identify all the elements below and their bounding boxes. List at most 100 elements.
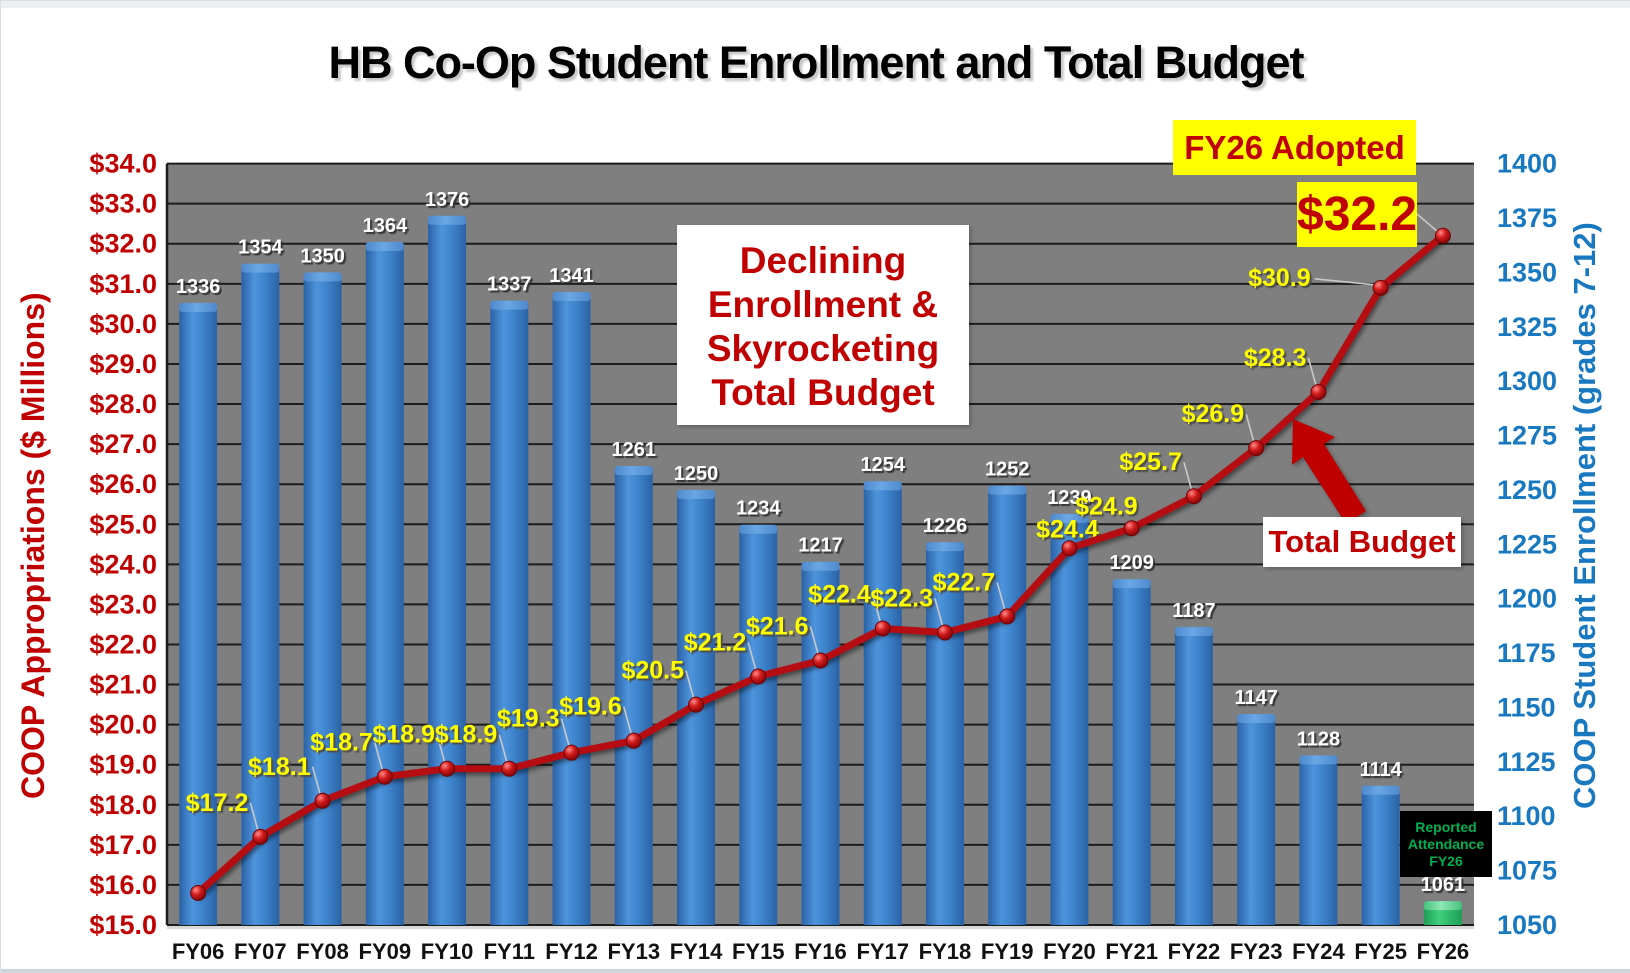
right-axis-ticks: 1050 1075 1100 1125 1150 1175 1200 1225 1250 1275… — [1497, 149, 1557, 940]
marker-FY26 — [1434, 227, 1451, 244]
bar-FY11 — [490, 304, 529, 926]
bar-label-FY22: 1187 — [1172, 600, 1215, 622]
left-tick-label: $18.0 — [89, 790, 157, 820]
budget-label-FY10: $18.9 — [373, 721, 436, 749]
marker-FY19 — [999, 608, 1016, 625]
left-tick-label: $28.0 — [89, 389, 157, 419]
left-axis-ticks: $15.0 $16.0 $17.0 $18.0 $19.0 $20.0 $21.0 $22.0… — [89, 149, 157, 940]
marker-FY24 — [1310, 384, 1327, 401]
bar-label-FY16: 1217 — [798, 535, 843, 557]
x-tick-label: FY19 — [981, 939, 1034, 964]
window-edge-top — [1, 1, 1630, 8]
annotation-line: Declining — [739, 240, 907, 281]
bar-label-FY17: 1254 — [860, 454, 905, 476]
left-tick-label: $19.0 — [89, 750, 157, 780]
annotation-fy26-adopted: FY26 Adopted — [1173, 120, 1416, 175]
bar-FY08 — [303, 276, 342, 925]
x-tick-label: FY06 — [172, 939, 225, 964]
left-tick-label: $30.0 — [89, 309, 157, 339]
annotation-line: Reported — [1415, 818, 1477, 835]
marker-FY18 — [936, 624, 953, 641]
marker-FY08 — [314, 792, 331, 809]
bar-value-labels: 1336 1354 1350 1364 1376 1337 1341 1261 1250 1234… — [176, 189, 1465, 896]
bar-FY22 — [1174, 630, 1213, 925]
x-tick-label: FY18 — [919, 939, 972, 964]
bar-cap — [1237, 713, 1276, 723]
annotation-line: Enrollment & — [707, 284, 939, 325]
bar-FY17 — [863, 485, 902, 925]
bar-cap — [1361, 785, 1400, 795]
right-tick-label: 1300 — [1497, 366, 1557, 396]
bar-label-FY12: 1341 — [549, 265, 594, 287]
left-tick-label: $34.0 — [89, 149, 157, 179]
bar-FY07 — [241, 267, 280, 926]
x-tick-label: FY21 — [1105, 939, 1158, 964]
left-tick-label: $16.0 — [89, 870, 157, 900]
budget-label-FY12: $19.3 — [497, 705, 560, 733]
bar-FY18 — [925, 546, 964, 925]
right-tick-label: 1050 — [1497, 910, 1557, 940]
bar-cap — [1050, 513, 1089, 523]
bar-cap — [863, 481, 902, 491]
enrollment-bars — [179, 215, 1462, 926]
bar-cap — [179, 302, 218, 312]
budget-label-FY13: $19.6 — [559, 693, 622, 721]
right-tick-label: 1350 — [1497, 257, 1557, 287]
marker-FY11 — [501, 760, 518, 777]
marker-FY16 — [812, 652, 829, 669]
right-tick-label: 1275 — [1497, 421, 1557, 451]
bar-FY12 — [552, 295, 591, 925]
right-tick-label: 1200 — [1497, 584, 1557, 614]
total-budget-arrow — [1292, 419, 1366, 524]
annotation-fy26-value: $32.2 — [1297, 182, 1417, 247]
bar-FY13 — [614, 469, 653, 925]
bar-label-FY21: 1209 — [1109, 552, 1154, 574]
bar-label-FY18: 1226 — [923, 515, 968, 537]
right-tick-label: 1075 — [1497, 856, 1557, 886]
annotation-reported-attendance: Reported Attendance FY26 — [1400, 811, 1492, 877]
marker-FY25 — [1372, 279, 1389, 296]
bar-FY25 — [1361, 789, 1400, 925]
budget-label-FY24: $28.3 — [1244, 344, 1307, 372]
right-tick-label: 1125 — [1497, 747, 1556, 777]
bar-cap — [552, 291, 591, 301]
annotation-total-budget: Total Budget — [1263, 517, 1461, 567]
x-tick-label: FY08 — [296, 939, 349, 964]
bar-FY24 — [1299, 759, 1338, 925]
bar-FY21 — [1112, 583, 1151, 925]
bar-FY16 — [801, 565, 840, 925]
marker-FY10 — [439, 760, 456, 777]
budget-label-FY11: $18.9 — [435, 721, 498, 749]
x-tick-label: FY16 — [794, 939, 847, 964]
x-tick-label: FY14 — [670, 939, 723, 964]
bar-cap — [1112, 579, 1151, 589]
marker-FY22 — [1185, 488, 1202, 505]
x-tick-label: FY22 — [1168, 939, 1221, 964]
right-tick-label: 1250 — [1497, 475, 1557, 505]
bar-label-FY06: 1336 — [176, 276, 221, 298]
x-axis-labels: FY06 FY07 FY08 FY09 FY10 FY11 FY12 FY13 FY14 FY15… — [172, 939, 1469, 964]
left-tick-label: $29.0 — [89, 349, 157, 379]
x-tick-label: FY17 — [856, 939, 909, 964]
bar-cap — [1299, 755, 1338, 765]
marker-FY23 — [1248, 440, 1265, 457]
budget-label-FY14: $20.5 — [621, 657, 684, 685]
bar-label-FY26: 1061 — [1421, 874, 1466, 896]
marker-FY15 — [750, 668, 767, 685]
bar-cap — [988, 485, 1027, 495]
bar-FY09 — [365, 245, 404, 926]
bar-FY19 — [988, 489, 1027, 925]
budget-label-FY23: $26.9 — [1182, 400, 1245, 428]
bar-FY20 — [1050, 517, 1089, 925]
marker-FY21 — [1123, 520, 1140, 537]
bar-label-FY10: 1376 — [425, 189, 470, 211]
bar-label-FY19: 1252 — [985, 459, 1030, 481]
bar-label-FY11: 1337 — [487, 274, 532, 296]
bar-cap — [1174, 626, 1213, 636]
marker-FY13 — [625, 732, 642, 749]
bar-label-FY13: 1261 — [612, 439, 657, 461]
x-tick-label: FY11 — [484, 939, 535, 964]
marker-FY12 — [563, 744, 580, 761]
bar-cap — [490, 300, 529, 310]
budget-label-FY21: $24.9 — [1075, 492, 1138, 520]
